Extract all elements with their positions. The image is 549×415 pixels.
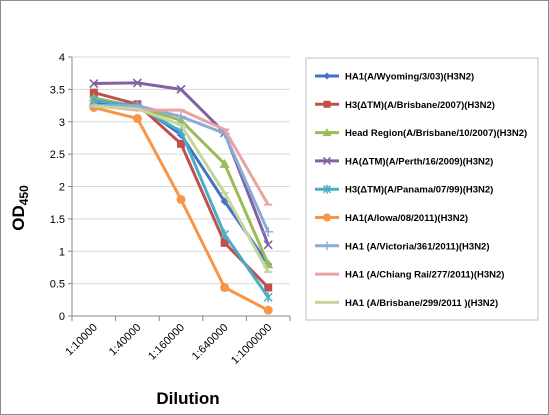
legend-label: HA1 (A/Chiang Rai/277/2011)(H3N2) — [345, 270, 504, 281]
legend: HA1(A/Wyoming/3/03)(H3N2) H3(ΔTM)(A/Brisb… — [305, 57, 539, 321]
y-tick-label: 3.5 — [50, 84, 65, 96]
data-point-marker — [132, 78, 142, 88]
y-axis-title-main: OD — [9, 205, 28, 231]
data-point-marker — [220, 238, 229, 247]
legend-swatch-marker — [323, 100, 331, 108]
legend-item: HA1(A/Iowa/08/2011)(H3N2) — [315, 213, 468, 224]
legend-swatch-marker — [323, 213, 331, 222]
legend-label: H3(ΔTM)(A/Panama/07/99)(H3N2) — [345, 185, 493, 196]
data-point-marker — [264, 283, 273, 292]
data-point-marker — [263, 305, 273, 315]
y-tick-label: 2.5 — [50, 149, 65, 161]
x-tick-label: 1:10000 — [63, 322, 100, 359]
legend-label: Head Region(A/Brisbane/10/2007)(H3N2) — [345, 128, 527, 139]
data-point-marker — [176, 194, 186, 204]
data-point-marker — [220, 229, 230, 240]
legend-label: HA1 (A/Brisbane/299/2011 )(H3N2) — [345, 298, 498, 309]
legend-label: HA1(A/Iowa/08/2011)(H3N2) — [345, 213, 468, 224]
y-tick-label: 3 — [59, 117, 65, 129]
legend-label: HA1(A/Wyoming/3/03)(H3N2) — [345, 72, 474, 83]
legend-swatch-marker — [322, 156, 332, 165]
legend-item: H3(ΔTM)(A/Panama/07/99)(H3N2) — [315, 185, 493, 196]
axes — [68, 56, 291, 321]
legend-label: H3(ΔTM)(A/Brisbane/2007)(H3N2) — [345, 100, 495, 111]
series-6 — [89, 103, 273, 315]
legend-swatch-marker — [323, 72, 331, 80]
x-tick-label: 1:1000000 — [229, 322, 274, 367]
legend-swatch-marker — [322, 184, 332, 194]
y-tick-label: 1.5 — [50, 214, 65, 226]
legend-box — [305, 57, 539, 321]
data-point-marker — [177, 139, 185, 148]
series-7 — [88, 100, 274, 237]
y-tick-label: 1 — [59, 246, 65, 258]
x-tick-label: 1:640000 — [190, 322, 231, 363]
tick-labels: 00.511.522.533.541:10000 1:40000 1:160000 1… — [50, 52, 275, 367]
x-tick-label: 1:40000 — [107, 322, 144, 359]
data-point-marker — [263, 240, 273, 250]
legend-label: HA1 (A/Victoria/361/2011)(H3N2) — [345, 241, 490, 252]
legend-label: HA(ΔTM)(A/Perth/16/2009)(H3N2) — [345, 156, 493, 167]
y-axis-title: OD450 — [9, 185, 31, 231]
series-9 — [89, 104, 273, 273]
data-point-marker — [176, 111, 186, 122]
y-tick-label: 0 — [59, 311, 65, 323]
series-lines — [88, 78, 274, 315]
y-axis-title-subscript: 450 — [17, 185, 31, 205]
x-tick-label: 1:160000 — [146, 322, 187, 363]
y-tick-label: 4 — [59, 52, 65, 64]
x-axis-title: Dilution — [156, 389, 219, 408]
legend-swatch-marker — [322, 241, 332, 251]
legend-item: HA1 (A/Chiang Rai/277/2011)(H3N2) — [315, 270, 504, 281]
legend-swatch-marker — [322, 128, 332, 137]
y-tick-label: 2 — [59, 182, 65, 194]
data-point-marker — [263, 292, 273, 303]
data-point-marker — [89, 78, 99, 89]
data-point-marker — [263, 226, 274, 237]
legend-item: HA1(A/Wyoming/3/03)(H3N2) — [315, 72, 474, 83]
legend-item: H3(ΔTM)(A/Brisbane/2007)(H3N2) — [315, 100, 495, 111]
data-point-marker — [89, 88, 98, 97]
data-point-marker — [220, 283, 230, 293]
data-point-marker — [132, 114, 142, 124]
y-tick-label: 0.5 — [50, 279, 65, 291]
legend-item: Head Region(A/Brisbane/10/2007)(H3N2) — [315, 128, 527, 139]
legend-item: HA1 (A/Brisbane/299/2011 )(H3N2) — [315, 298, 498, 309]
legend-item: HA1 (A/Victoria/361/2011)(H3N2) — [315, 241, 490, 252]
data-point-marker — [219, 158, 230, 168]
legend-item: HA(ΔTM)(A/Perth/16/2009)(H3N2) — [315, 156, 493, 167]
data-point-marker — [176, 84, 186, 94]
